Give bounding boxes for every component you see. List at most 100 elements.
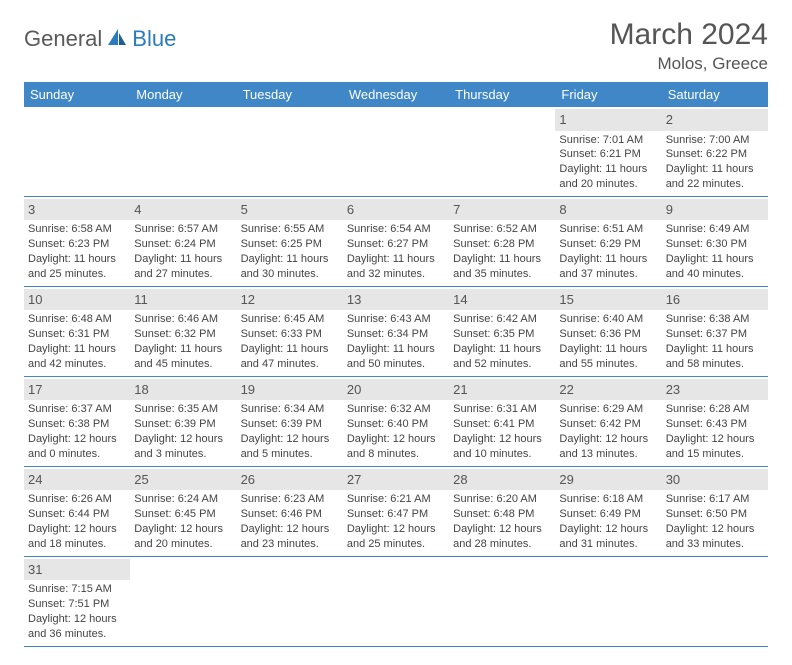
daylight-text: and 20 minutes.	[134, 537, 232, 552]
calendar-empty-cell	[237, 107, 343, 196]
sunrise-text: Sunrise: 6:24 AM	[134, 492, 232, 507]
daylight-text: and 8 minutes.	[347, 447, 445, 462]
sunset-text: Sunset: 6:39 PM	[134, 417, 232, 432]
calendar-day-cell: 3Sunrise: 6:58 AMSunset: 6:23 PMDaylight…	[24, 196, 130, 286]
calendar-day-cell: 8Sunrise: 6:51 AMSunset: 6:29 PMDaylight…	[555, 196, 661, 286]
calendar-day-cell: 27Sunrise: 6:21 AMSunset: 6:47 PMDayligh…	[343, 466, 449, 556]
daylight-text: Daylight: 12 hours	[134, 432, 232, 447]
calendar-day-cell: 23Sunrise: 6:28 AMSunset: 6:43 PMDayligh…	[662, 376, 768, 466]
sunrise-text: Sunrise: 6:34 AM	[241, 402, 339, 417]
day-number: 20	[343, 379, 449, 401]
calendar-week-row: 1Sunrise: 7:01 AMSunset: 6:21 PMDaylight…	[24, 107, 768, 196]
sunset-text: Sunset: 6:49 PM	[559, 507, 657, 522]
sunrise-text: Sunrise: 6:42 AM	[453, 312, 551, 327]
calendar-empty-cell	[130, 107, 236, 196]
daylight-text: and 25 minutes.	[28, 267, 126, 282]
calendar-day-cell: 4Sunrise: 6:57 AMSunset: 6:24 PMDaylight…	[130, 196, 236, 286]
weekday-header: Tuesday	[237, 82, 343, 107]
sunrise-text: Sunrise: 6:28 AM	[666, 402, 764, 417]
sunset-text: Sunset: 6:29 PM	[559, 237, 657, 252]
daylight-text: Daylight: 12 hours	[347, 432, 445, 447]
day-number: 7	[449, 199, 555, 221]
day-number: 4	[130, 199, 236, 221]
sunset-text: Sunset: 6:44 PM	[28, 507, 126, 522]
brand-name-1: General	[24, 26, 102, 52]
daylight-text: Daylight: 11 hours	[241, 342, 339, 357]
sunrise-text: Sunrise: 6:46 AM	[134, 312, 232, 327]
weekday-header: Wednesday	[343, 82, 449, 107]
calendar-day-cell: 22Sunrise: 6:29 AMSunset: 6:42 PMDayligh…	[555, 376, 661, 466]
calendar-week-row: 3Sunrise: 6:58 AMSunset: 6:23 PMDaylight…	[24, 196, 768, 286]
calendar-day-cell: 31Sunrise: 7:15 AMSunset: 7:51 PMDayligh…	[24, 556, 130, 646]
calendar-day-cell: 20Sunrise: 6:32 AMSunset: 6:40 PMDayligh…	[343, 376, 449, 466]
sunset-text: Sunset: 6:28 PM	[453, 237, 551, 252]
sail-icon	[106, 27, 128, 52]
calendar-empty-cell	[555, 556, 661, 646]
calendar-week-row: 24Sunrise: 6:26 AMSunset: 6:44 PMDayligh…	[24, 466, 768, 556]
daylight-text: and 25 minutes.	[347, 537, 445, 552]
location-title: Molos, Greece	[610, 54, 768, 74]
calendar-day-cell: 7Sunrise: 6:52 AMSunset: 6:28 PMDaylight…	[449, 196, 555, 286]
day-number: 21	[449, 379, 555, 401]
calendar-empty-cell	[343, 107, 449, 196]
calendar-day-cell: 29Sunrise: 6:18 AMSunset: 6:49 PMDayligh…	[555, 466, 661, 556]
daylight-text: Daylight: 12 hours	[28, 432, 126, 447]
sunset-text: Sunset: 6:45 PM	[134, 507, 232, 522]
daylight-text: Daylight: 12 hours	[559, 522, 657, 537]
daylight-text: Daylight: 11 hours	[559, 252, 657, 267]
daylight-text: and 20 minutes.	[559, 177, 657, 192]
sunset-text: Sunset: 7:51 PM	[28, 597, 126, 612]
sunrise-text: Sunrise: 6:52 AM	[453, 222, 551, 237]
daylight-text: Daylight: 11 hours	[28, 252, 126, 267]
sunset-text: Sunset: 6:46 PM	[241, 507, 339, 522]
calendar-day-cell: 28Sunrise: 6:20 AMSunset: 6:48 PMDayligh…	[449, 466, 555, 556]
sunrise-text: Sunrise: 7:01 AM	[559, 133, 657, 148]
calendar-day-cell: 10Sunrise: 6:48 AMSunset: 6:31 PMDayligh…	[24, 286, 130, 376]
sunrise-text: Sunrise: 6:48 AM	[28, 312, 126, 327]
calendar-day-cell: 15Sunrise: 6:40 AMSunset: 6:36 PMDayligh…	[555, 286, 661, 376]
day-number: 16	[662, 289, 768, 311]
daylight-text: and 5 minutes.	[241, 447, 339, 462]
sunset-text: Sunset: 6:31 PM	[28, 327, 126, 342]
daylight-text: and 40 minutes.	[666, 267, 764, 282]
sunset-text: Sunset: 6:39 PM	[241, 417, 339, 432]
daylight-text: and 42 minutes.	[28, 357, 126, 372]
sunset-text: Sunset: 6:33 PM	[241, 327, 339, 342]
daylight-text: Daylight: 11 hours	[559, 162, 657, 177]
sunset-text: Sunset: 6:36 PM	[559, 327, 657, 342]
sunrise-text: Sunrise: 6:51 AM	[559, 222, 657, 237]
daylight-text: and 55 minutes.	[559, 357, 657, 372]
daylight-text: Daylight: 11 hours	[559, 342, 657, 357]
sunrise-text: Sunrise: 6:18 AM	[559, 492, 657, 507]
calendar-table: SundayMondayTuesdayWednesdayThursdayFrid…	[24, 82, 768, 647]
sunrise-text: Sunrise: 6:26 AM	[28, 492, 126, 507]
daylight-text: Daylight: 11 hours	[241, 252, 339, 267]
sunset-text: Sunset: 6:43 PM	[666, 417, 764, 432]
sunset-text: Sunset: 6:23 PM	[28, 237, 126, 252]
day-number: 29	[555, 469, 661, 491]
calendar-day-cell: 25Sunrise: 6:24 AMSunset: 6:45 PMDayligh…	[130, 466, 236, 556]
day-number: 31	[24, 559, 130, 581]
daylight-text: and 45 minutes.	[134, 357, 232, 372]
daylight-text: Daylight: 12 hours	[241, 522, 339, 537]
header: General Blue March 2024 Molos, Greece	[24, 18, 768, 74]
daylight-text: and 31 minutes.	[559, 537, 657, 552]
day-number: 23	[662, 379, 768, 401]
daylight-text: Daylight: 11 hours	[347, 252, 445, 267]
calendar-week-row: 31Sunrise: 7:15 AMSunset: 7:51 PMDayligh…	[24, 556, 768, 646]
daylight-text: Daylight: 12 hours	[453, 432, 551, 447]
calendar-day-cell: 2Sunrise: 7:00 AMSunset: 6:22 PMDaylight…	[662, 107, 768, 196]
day-number: 5	[237, 199, 343, 221]
sunrise-text: Sunrise: 6:38 AM	[666, 312, 764, 327]
day-number: 26	[237, 469, 343, 491]
sunrise-text: Sunrise: 7:00 AM	[666, 133, 764, 148]
sunset-text: Sunset: 6:34 PM	[347, 327, 445, 342]
daylight-text: and 37 minutes.	[559, 267, 657, 282]
day-number: 19	[237, 379, 343, 401]
weekday-header: Thursday	[449, 82, 555, 107]
sunrise-text: Sunrise: 6:58 AM	[28, 222, 126, 237]
calendar-day-cell: 17Sunrise: 6:37 AMSunset: 6:38 PMDayligh…	[24, 376, 130, 466]
sunrise-text: Sunrise: 6:17 AM	[666, 492, 764, 507]
sunrise-text: Sunrise: 6:45 AM	[241, 312, 339, 327]
daylight-text: Daylight: 12 hours	[28, 522, 126, 537]
